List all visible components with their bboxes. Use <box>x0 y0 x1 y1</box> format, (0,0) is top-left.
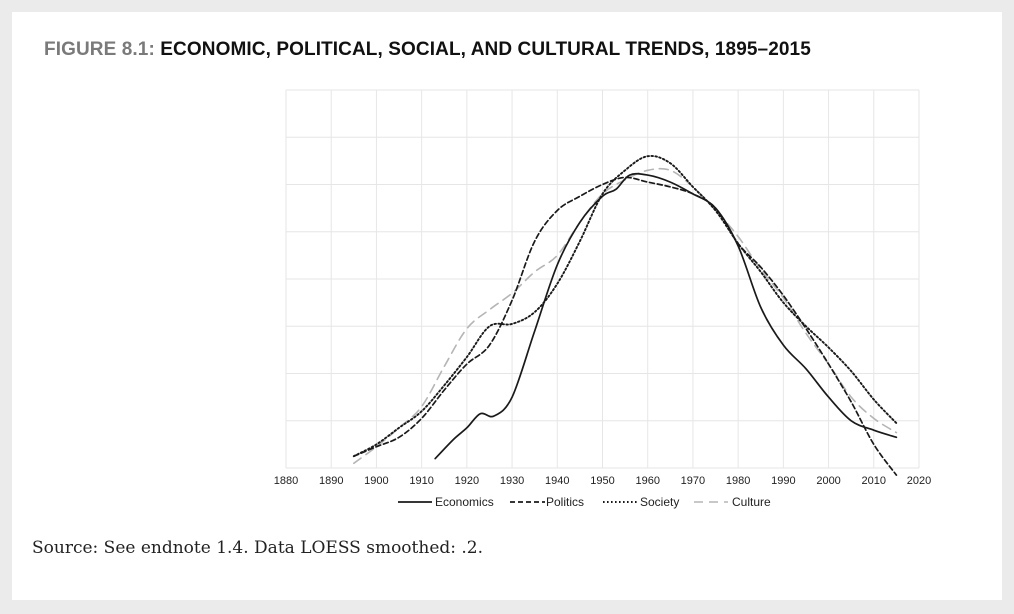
x-tick-label: 1910 <box>409 475 433 487</box>
legend-label-society: Society <box>640 495 679 509</box>
x-tick-label: 1990 <box>771 475 795 487</box>
x-tick-label: 1890 <box>319 475 343 487</box>
series-line-economics <box>434 172 898 460</box>
x-tick-label: 1960 <box>635 475 659 487</box>
legend-label-politics: Politics <box>546 495 584 509</box>
x-tick-label: 2020 <box>907 475 931 487</box>
figure-label: FIGURE 8.1: <box>44 39 161 60</box>
series-line-politics <box>352 176 898 476</box>
x-tick-label: 1880 <box>274 475 298 487</box>
chart-series <box>352 154 898 476</box>
series-line-society <box>352 154 898 458</box>
x-tick-label: 1930 <box>500 475 524 487</box>
source-note: Source: See endnote 1.4. Data LOESS smoo… <box>32 538 484 558</box>
x-tick-label: 1900 <box>364 475 388 487</box>
figure-title: FIGURE 8.1: ECONOMIC, POLITICAL, SOCIAL,… <box>44 39 811 61</box>
x-tick-label: 1980 <box>726 475 750 487</box>
x-tick-label: 1970 <box>681 475 705 487</box>
figure-title-text: ECONOMIC, POLITICAL, SOCIAL, AND CULTURA… <box>160 39 811 60</box>
x-tick-label: 1950 <box>590 475 614 487</box>
x-tick-label: 1940 <box>545 475 569 487</box>
legend-label-economics: Economics <box>435 495 494 509</box>
x-axis-ticks: 1880 1890 1900 1910 1920 1930 1940 1950 1960 1970… <box>274 475 931 487</box>
series-line-culture <box>353 167 898 465</box>
chart-legend: Economics Politics Society Culture <box>398 495 771 509</box>
legend-label-culture: Culture <box>732 495 771 509</box>
figure-card: FIGURE 8.1: ECONOMIC, POLITICAL, SOCIAL,… <box>12 12 1002 600</box>
chart-grid <box>285 89 920 469</box>
x-tick-label: 1920 <box>455 475 479 487</box>
x-tick-label: 2000 <box>816 475 840 487</box>
x-tick-label: 2010 <box>862 475 886 487</box>
